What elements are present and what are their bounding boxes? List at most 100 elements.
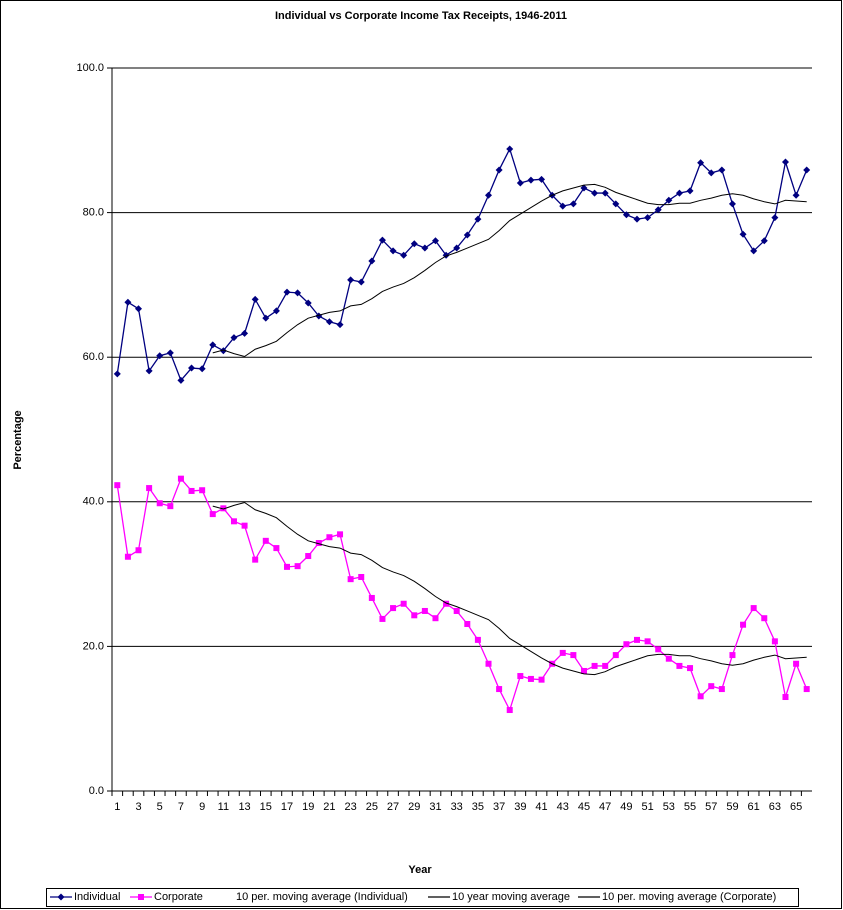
x-tick-label: 37 [493, 801, 505, 813]
marker [167, 503, 174, 510]
marker [294, 289, 302, 297]
marker [527, 675, 534, 682]
marker [708, 683, 715, 690]
marker [538, 676, 545, 683]
marker [728, 200, 736, 208]
marker [315, 312, 323, 320]
marker [750, 605, 757, 612]
y-tick-label: 20.0 [83, 640, 104, 652]
marker [198, 365, 206, 373]
marker [443, 600, 450, 607]
x-tick-label: 47 [599, 801, 611, 813]
x-tick-label: 57 [705, 801, 717, 813]
marker [676, 662, 683, 669]
marker [496, 686, 503, 693]
x-tick-label: 15 [260, 801, 272, 813]
marker [411, 612, 418, 619]
marker [135, 305, 143, 313]
x-tick-label: 51 [641, 801, 653, 813]
y-tick-label: 60.0 [83, 351, 104, 363]
marker [559, 649, 566, 656]
y-tick-label: 100.0 [76, 62, 104, 74]
marker [358, 573, 365, 580]
marker [400, 251, 408, 259]
marker [188, 487, 195, 494]
marker [654, 206, 662, 214]
x-tick-label: 29 [408, 801, 420, 813]
x-tick-label: 33 [451, 801, 463, 813]
marker [633, 215, 641, 223]
marker [156, 500, 163, 507]
marker [675, 189, 683, 197]
marker [729, 652, 736, 659]
marker [262, 314, 270, 322]
marker [697, 693, 704, 700]
marker [739, 230, 747, 238]
marker [188, 364, 196, 372]
x-tick-label: 43 [557, 801, 569, 813]
marker [740, 621, 747, 628]
y-tick-label: 0.0 [89, 785, 104, 797]
marker [177, 475, 184, 482]
marker [750, 247, 758, 255]
marker [771, 638, 778, 645]
marker [432, 615, 439, 622]
series-line [212, 183, 807, 358]
x-tick-label: 35 [472, 801, 484, 813]
x-tick-label: 17 [281, 801, 293, 813]
legend-label: Individual [74, 891, 120, 903]
marker [347, 576, 354, 583]
x-tick-label: 3 [135, 801, 141, 813]
marker [792, 191, 800, 199]
marker [602, 662, 609, 669]
marker [803, 166, 811, 174]
marker [781, 158, 789, 166]
marker [294, 563, 301, 570]
marker [357, 278, 365, 286]
series-line [116, 147, 808, 382]
marker [241, 522, 248, 529]
y-tick-label: 80.0 [83, 207, 104, 219]
marker [146, 485, 153, 492]
marker [124, 298, 132, 306]
marker [273, 545, 280, 552]
marker [665, 196, 673, 204]
marker [368, 594, 375, 601]
marker [57, 893, 65, 901]
x-tick-label: 59 [726, 801, 738, 813]
x-tick-label: 53 [663, 801, 675, 813]
marker [138, 894, 144, 900]
marker [166, 349, 174, 357]
x-tick-label: 49 [620, 801, 632, 813]
marker [623, 641, 630, 648]
x-tick-label: 63 [769, 801, 781, 813]
x-tick-label: 55 [684, 801, 696, 813]
legend-box [46, 888, 799, 907]
marker [262, 537, 269, 544]
marker [580, 184, 588, 192]
marker [516, 179, 524, 187]
marker [474, 215, 482, 223]
x-tick-label: 19 [302, 801, 314, 813]
marker [570, 652, 577, 659]
marker [622, 211, 630, 219]
marker [283, 288, 291, 296]
x-tick-label: 11 [218, 801, 229, 813]
marker [199, 487, 206, 494]
x-tick-label: 41 [535, 801, 547, 813]
marker [145, 367, 153, 375]
x-tick-label: 31 [429, 801, 441, 813]
x-tick-label: 25 [366, 801, 378, 813]
marker [601, 189, 609, 197]
x-tick-label: 21 [323, 801, 335, 813]
marker [612, 200, 620, 208]
marker [390, 605, 397, 612]
marker [612, 652, 619, 659]
marker [304, 299, 312, 307]
x-tick-label: 13 [238, 801, 250, 813]
marker [230, 518, 237, 525]
marker [219, 347, 227, 355]
marker [379, 615, 386, 622]
x-tick-label: 61 [748, 801, 760, 813]
